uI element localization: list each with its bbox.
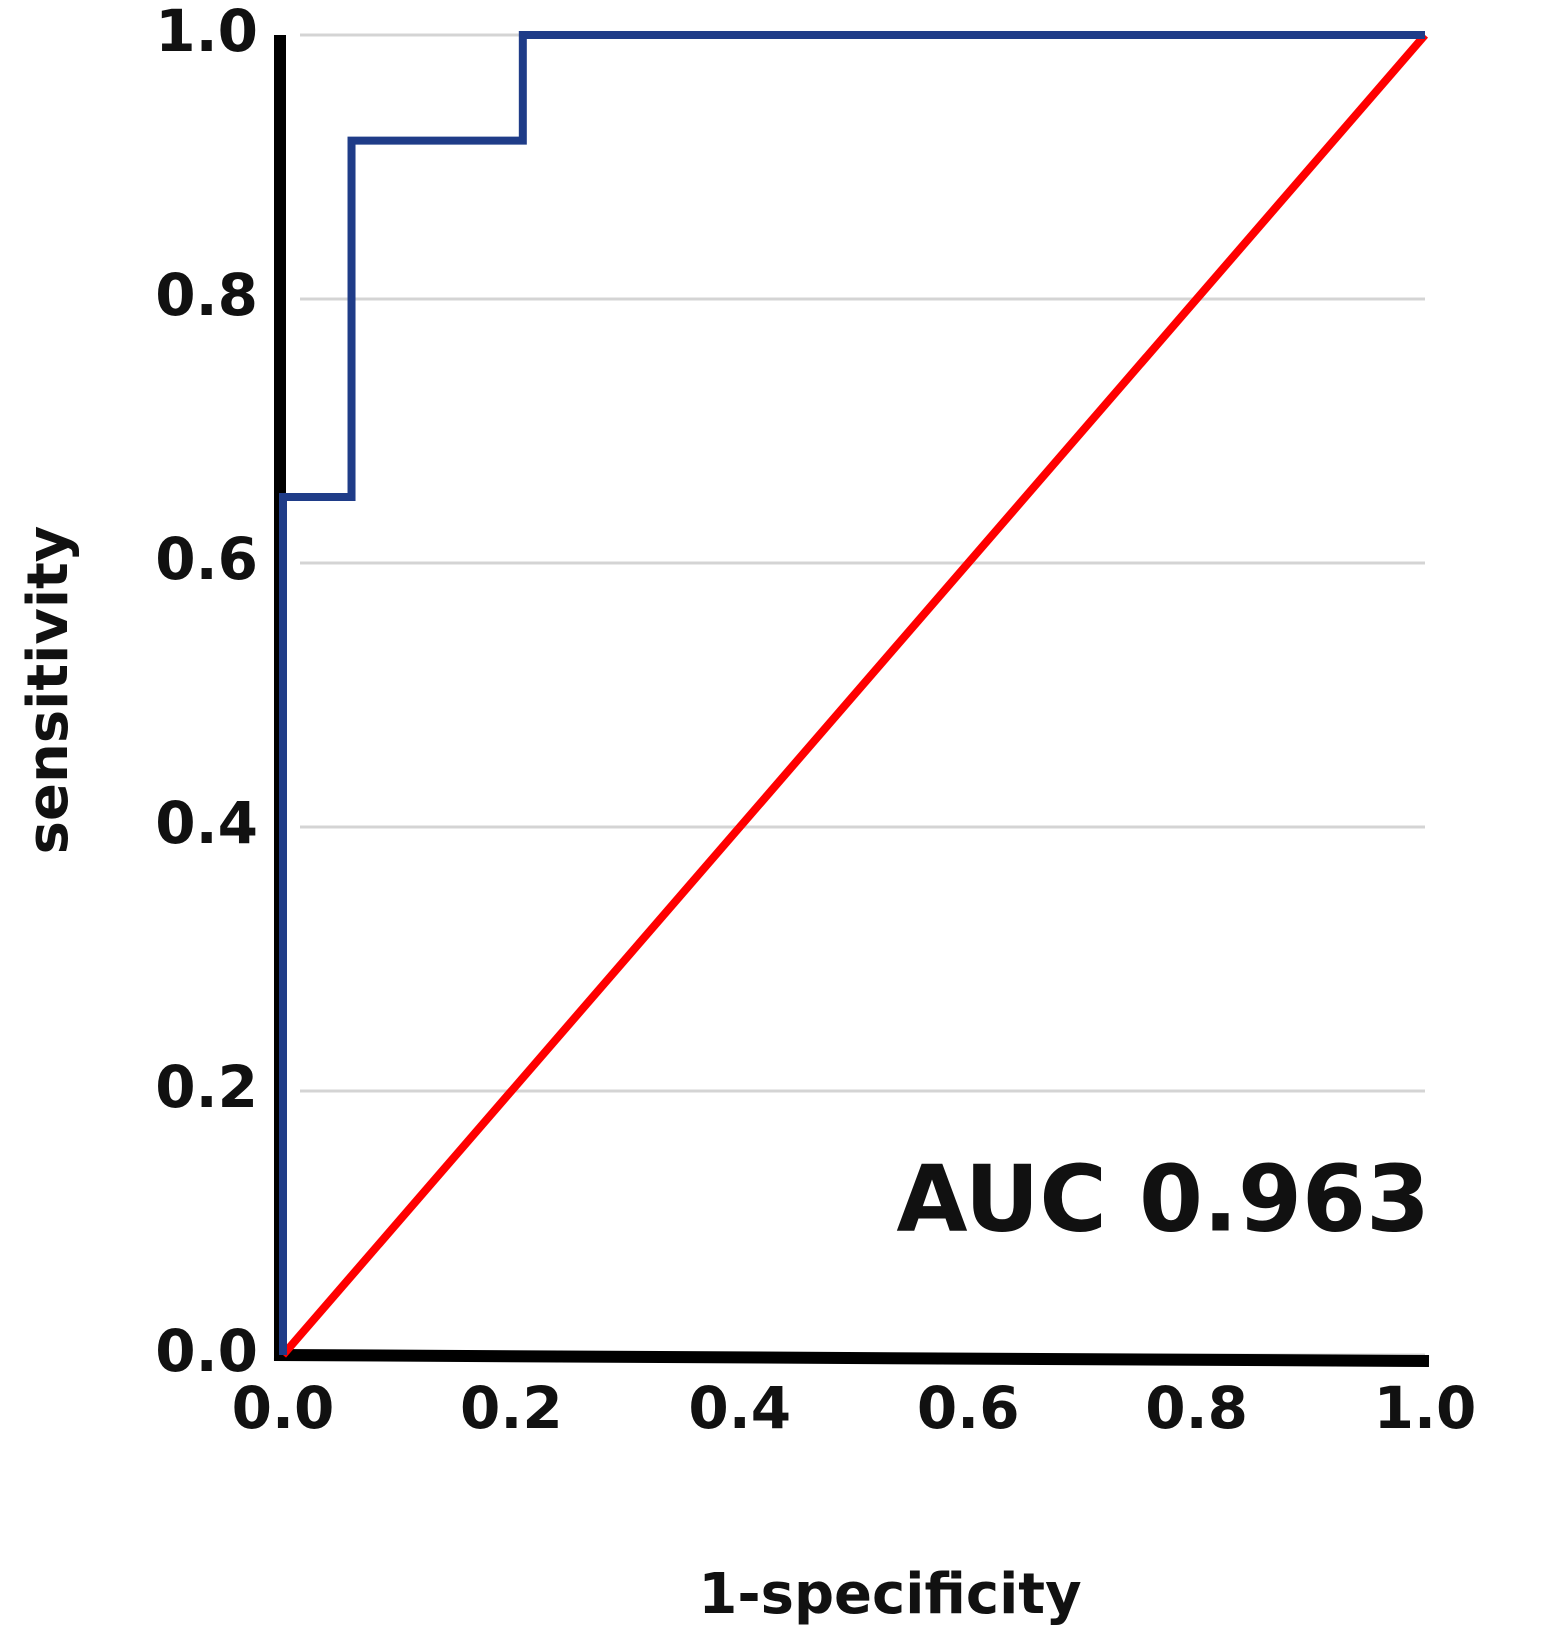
x-axis bbox=[273, 1349, 1430, 1367]
y-tick-label: 0.2 bbox=[155, 1053, 258, 1121]
y-tick-label: 0.4 bbox=[155, 789, 258, 857]
x-tick-label: 0.4 bbox=[688, 1374, 791, 1442]
annotation: AUC 0.963 bbox=[896, 1145, 1430, 1252]
y-tick-label: 1.0 bbox=[155, 0, 258, 65]
x-tick-label: 1.0 bbox=[1374, 1374, 1477, 1442]
roc-line bbox=[279, 32, 1429, 1358]
x-tick-label: 0.8 bbox=[1145, 1374, 1248, 1442]
x-tick-label: 0.6 bbox=[917, 1374, 1020, 1442]
x-tick-label: 0.2 bbox=[460, 1374, 563, 1442]
y-tick-label: 0.8 bbox=[155, 261, 258, 329]
y-axis-label: sensitivity bbox=[16, 526, 81, 855]
y-tick-label: 0.0 bbox=[155, 1317, 258, 1385]
y-tick-label: 0.6 bbox=[155, 525, 258, 593]
roc-line bbox=[279, 31, 1425, 1355]
x-axis-label: 1-specificity bbox=[698, 1562, 1081, 1627]
x-tick-label: 0.0 bbox=[232, 1374, 335, 1442]
